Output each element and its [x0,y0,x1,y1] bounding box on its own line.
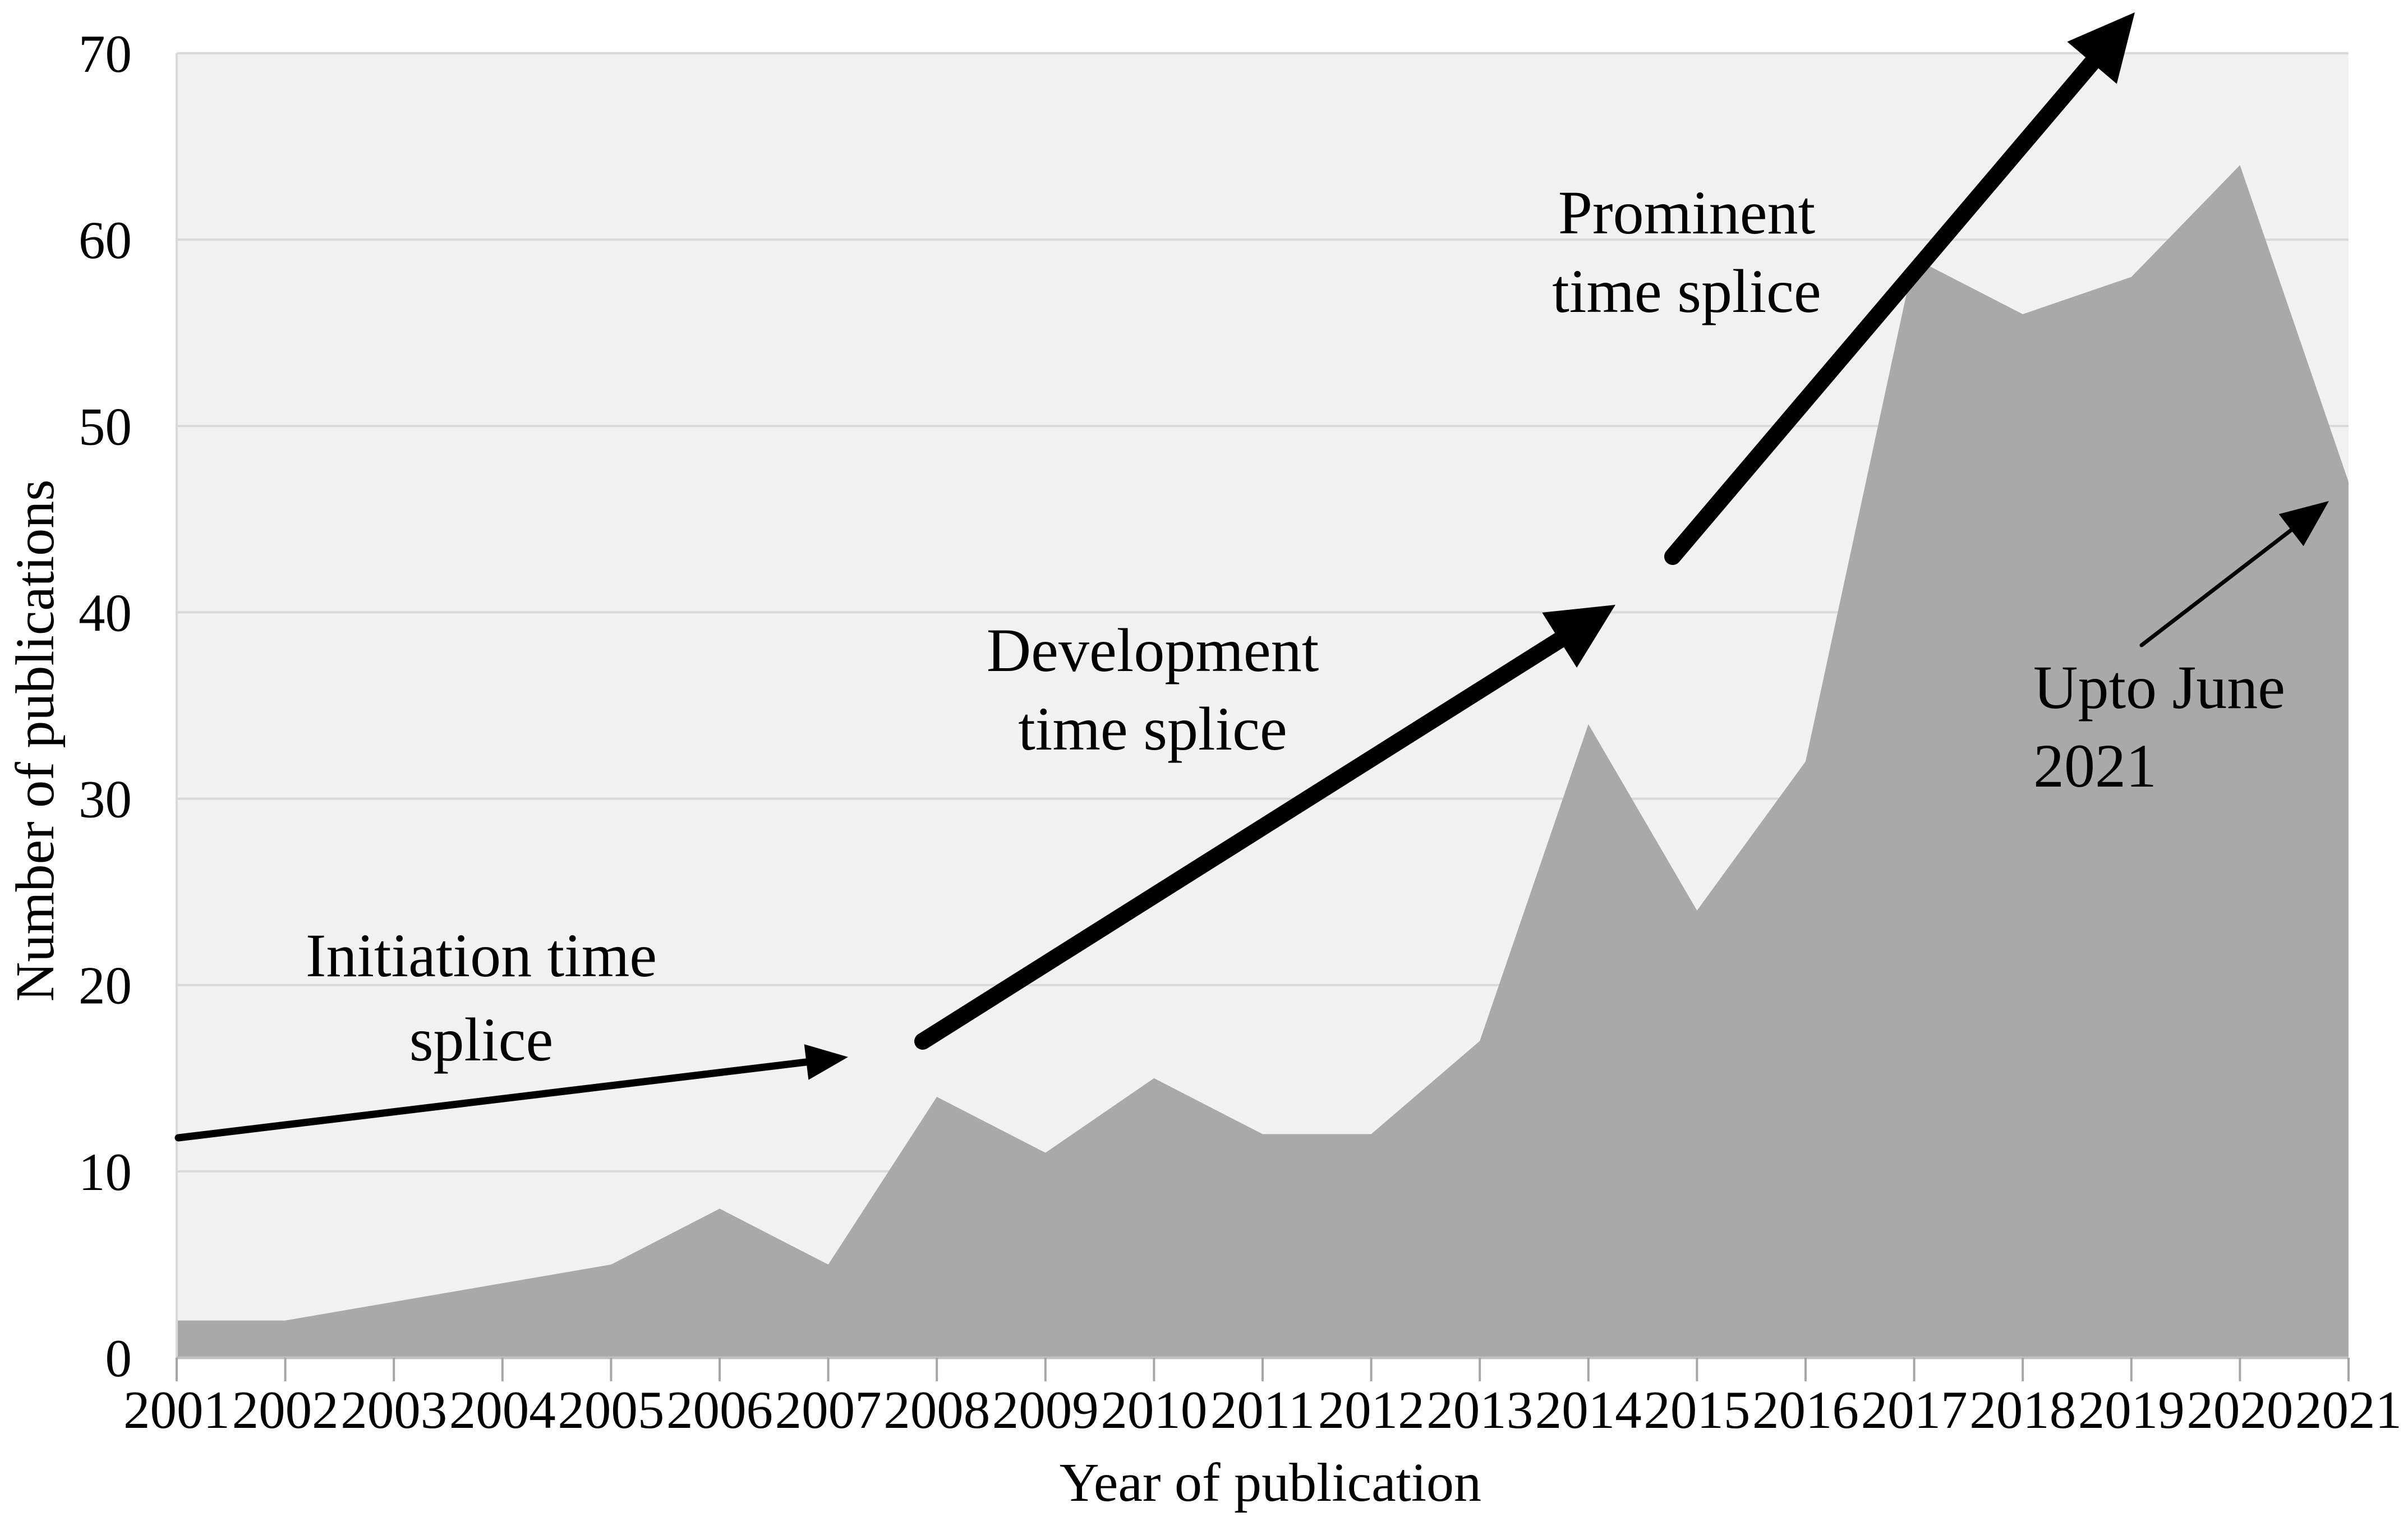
prominent-time-splice-label-line-2: time splice [1552,257,1821,325]
prominent-time-splice-label-line-1: Prominent [1558,178,1815,247]
x-tick-label-2003: 2003 [340,1380,447,1440]
x-tick-label-2021: 2021 [2295,1380,2402,1440]
x-tick-label-2013: 2013 [1426,1380,1533,1440]
development-time-splice-label-line-1: Development [987,616,1319,684]
upto-june-2021-label-line-1: Upto June [2033,653,2285,722]
initiation-time-splice-arrow-line [174,1055,831,1142]
x-tick-label-2018: 2018 [1969,1380,2076,1440]
x-tick-label-2005: 2005 [558,1380,664,1440]
prominent-time-splice-arrow-head [2067,12,2135,84]
upto-june-2021-arrow-head [2278,501,2329,546]
x-tick-label-2016: 2016 [1752,1380,1859,1440]
x-tick-label-2001: 2001 [123,1380,230,1440]
x-tick-label-2019: 2019 [2078,1380,2185,1440]
y-tick-label-10: 10 [79,1142,132,1202]
y-tick-label-50: 50 [79,397,132,456]
y-tick-label-0: 0 [105,1329,132,1388]
y-tick-label-20: 20 [79,956,132,1015]
x-tick-label-2007: 2007 [775,1380,882,1440]
area-series-publications [177,165,2349,1358]
x-tick-label-2011: 2011 [1210,1380,1315,1440]
initiation-time-splice-label-line-2: splice [409,1005,554,1074]
initiation-time-splice-arrow-head [804,1044,848,1080]
prominent-time-splice-arrow-line [1664,29,2122,565]
y-axis-title: Number of publications [5,480,66,1002]
x-tick-label-2014: 2014 [1535,1380,1642,1440]
development-time-splice-label-line-2: time splice [1018,695,1287,763]
upto-june-2021-arrow-line [2139,513,2312,647]
x-tick-label-2012: 2012 [1318,1380,1425,1440]
x-tick-label-2002: 2002 [232,1380,339,1440]
initiation-time-splice-label-line-1: Initiation time [306,921,657,990]
y-tick-label-70: 70 [79,24,132,84]
x-tick-label-2017: 2017 [1861,1380,1968,1440]
development-time-splice-arrow-line [914,614,1596,1050]
y-tick-label-30: 30 [79,770,132,829]
x-tick-label-2004: 2004 [449,1380,556,1440]
y-tick-label-40: 40 [79,583,132,642]
upto-june-2021-label-line-2: 2021 [2033,732,2157,800]
x-tick-label-2009: 2009 [992,1380,1099,1440]
development-time-splice-arrow-head [1542,605,1615,668]
y-tick-label-60: 60 [79,210,132,270]
x-tick-label-2008: 2008 [883,1380,990,1440]
x-tick-label-2006: 2006 [666,1380,773,1440]
x-tick-label-2020: 2020 [2186,1380,2293,1440]
x-tick-label-2015: 2015 [1643,1380,1750,1440]
x-tick-label-2010: 2010 [1101,1380,1207,1440]
x-axis-title: Year of publication [1060,1453,1481,1513]
